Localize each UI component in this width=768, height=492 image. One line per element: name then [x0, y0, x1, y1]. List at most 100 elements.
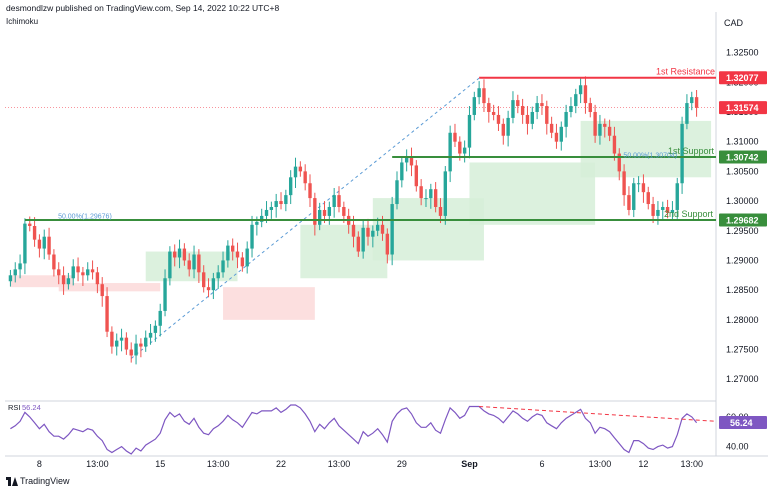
candle-body — [293, 166, 298, 178]
candle — [332, 187, 336, 218]
candle-body — [501, 123, 505, 136]
candle-body — [627, 195, 631, 210]
level-price-label: 1.29682 — [726, 215, 759, 225]
candle — [52, 249, 56, 277]
candle-body — [472, 97, 476, 115]
candle-body — [400, 162, 404, 181]
candle — [23, 218, 27, 275]
candle-body — [433, 189, 438, 207]
candle-body — [511, 100, 515, 118]
candle — [100, 277, 104, 307]
cloud-segment — [469, 162, 596, 225]
fib-retracement-line — [130, 77, 480, 359]
candle — [269, 201, 274, 219]
candle — [202, 265, 206, 293]
candle-body — [90, 269, 95, 273]
candle-body — [327, 207, 332, 216]
candle-body — [482, 88, 486, 104]
candle — [424, 189, 428, 207]
candle-body — [574, 94, 578, 107]
candle — [520, 98, 525, 124]
candle — [57, 262, 61, 285]
candle-body — [646, 192, 650, 205]
candle — [569, 97, 573, 118]
price-tick-label: 1.29000 — [726, 255, 759, 265]
time-tick-label: 29 — [397, 459, 407, 469]
candle-body — [535, 103, 539, 112]
candle — [115, 333, 119, 356]
candle-body — [419, 186, 423, 199]
candle-body — [119, 337, 124, 341]
publisher-attribution: desmondlzw published on TradingView.com,… — [6, 3, 280, 13]
candle — [139, 338, 143, 358]
candle-body — [298, 166, 303, 172]
cloud-segment — [223, 287, 315, 320]
candle-body — [313, 198, 317, 225]
candle — [129, 342, 133, 363]
candle — [42, 229, 46, 260]
candle — [259, 208, 264, 228]
candle — [177, 239, 182, 269]
candle — [119, 328, 124, 352]
candle — [110, 326, 114, 354]
tradingview-logo-icon — [6, 476, 18, 486]
candle — [535, 95, 539, 120]
candle-body — [375, 224, 380, 231]
candle-body — [37, 239, 42, 249]
candle — [578, 78, 583, 104]
candle — [390, 196, 394, 266]
price-tick-label: 1.31000 — [726, 137, 759, 147]
candle — [496, 106, 501, 131]
candle — [641, 174, 646, 203]
candle — [588, 97, 592, 118]
candle-body — [641, 183, 646, 193]
candle — [414, 160, 419, 192]
candle — [182, 243, 187, 266]
rsi-value-label: 56.24 — [22, 403, 41, 412]
level-price-tag — [719, 213, 767, 227]
candle-body — [690, 97, 694, 104]
candle — [482, 79, 486, 112]
candle — [168, 246, 172, 286]
candle-body — [685, 103, 689, 124]
level-price-tag — [719, 71, 767, 85]
fib-level-label: 50.00%(1.30704) — [623, 152, 677, 159]
candle — [525, 106, 530, 135]
candle — [250, 215, 254, 258]
indicator-label[interactable]: Ichimoku — [6, 17, 39, 26]
price-tick-label: 1.27000 — [726, 374, 759, 384]
candle — [651, 196, 655, 224]
candle — [685, 94, 689, 130]
candle-body — [216, 272, 220, 279]
candle — [506, 110, 510, 147]
candle-body — [115, 340, 119, 347]
candle — [313, 192, 317, 236]
candle — [622, 164, 626, 206]
candle — [37, 234, 42, 258]
candle — [598, 114, 602, 145]
candle-body — [28, 223, 32, 227]
current-price-label: 1.31574 — [726, 103, 759, 113]
candle-body — [144, 337, 148, 347]
candle — [690, 91, 694, 111]
candle — [86, 262, 90, 281]
candle-body — [404, 156, 409, 163]
candle-body — [477, 88, 481, 98]
candle — [617, 148, 621, 181]
candle — [694, 90, 699, 117]
candle-body — [487, 103, 491, 112]
price-tick-label: 1.28500 — [726, 285, 759, 295]
candle-body — [134, 343, 138, 356]
candle-body — [520, 106, 525, 115]
time-tick-label: 6 — [539, 459, 544, 469]
candle — [632, 177, 636, 218]
candle — [187, 253, 191, 277]
candle — [366, 218, 370, 246]
tradingview-brand[interactable]: TradingView — [6, 476, 70, 486]
candle-body — [694, 97, 699, 108]
candle-body — [342, 207, 346, 216]
candle-body — [187, 260, 191, 270]
candle-body — [656, 209, 660, 216]
candle-body — [371, 230, 375, 237]
